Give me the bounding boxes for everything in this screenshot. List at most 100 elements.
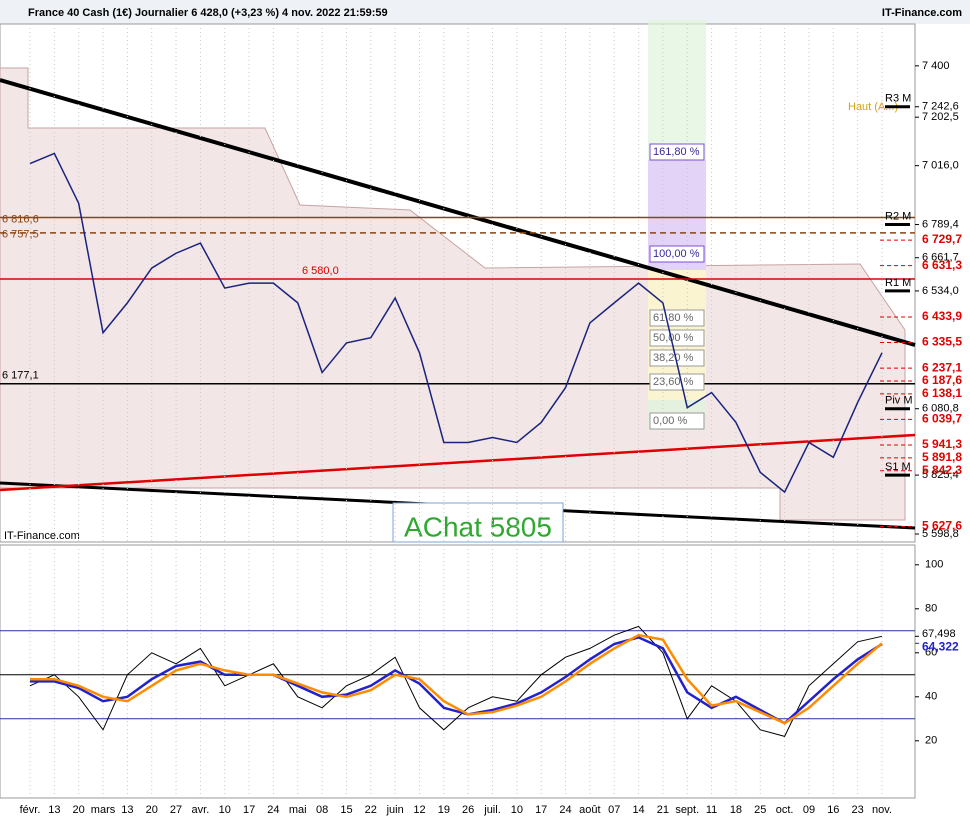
- x-tick-label: 23: [852, 804, 864, 816]
- x-tick-label: 14: [632, 804, 644, 816]
- x-tick-label: 08: [316, 804, 328, 816]
- level-label: 5 891,8: [922, 450, 962, 464]
- fib-label: 38,20 %: [653, 352, 694, 364]
- chart-title: France 40 Cash (1€) Journalier 6 428,0 (…: [28, 7, 388, 19]
- pivot-label: R1 M: [885, 277, 911, 289]
- fib-label: 0,00 %: [653, 415, 687, 427]
- y-tick-label: 40: [925, 691, 937, 703]
- fib-label: 100,00 %: [653, 248, 700, 260]
- x-tick-label: 07: [608, 804, 620, 816]
- level-label: 5 627,6: [922, 519, 962, 533]
- x-tick-label: 10: [511, 804, 523, 816]
- trend-line: [0, 433, 916, 492]
- y-tick-label: 80: [925, 603, 937, 615]
- y-tick-label: 5 825,4: [922, 469, 959, 481]
- x-tick-label: juil.: [483, 804, 501, 816]
- level-label: 6 237,1: [922, 360, 962, 374]
- x-tick-label: 13: [48, 804, 60, 816]
- y-tick-label: 6 661,7: [922, 252, 959, 264]
- annotation-box: [392, 502, 564, 543]
- y-tick-label: 60: [925, 647, 937, 659]
- pivot-label: R3 M: [885, 93, 911, 105]
- fib-label: 50,00 %: [653, 332, 694, 344]
- fib-box: [649, 309, 705, 327]
- x-tick-label: 17: [535, 804, 547, 816]
- h-line-label: 6 816,6: [2, 213, 39, 225]
- y-tick-label: 7 016,0: [922, 160, 959, 172]
- marker-label: 64,322: [922, 639, 959, 653]
- x-tick-label: 13: [121, 804, 133, 816]
- level-label: 6 138,1: [922, 386, 962, 400]
- title-bar: [0, 0, 970, 24]
- marker-label: 67,498: [922, 628, 956, 640]
- y-tick-label: 6 789,4: [922, 218, 959, 230]
- fib-box: [649, 412, 705, 430]
- level-label: 6 039,7: [922, 412, 962, 426]
- x-tick-label: mai: [289, 804, 307, 816]
- x-tick-label: août: [579, 804, 600, 816]
- x-tick-label: nov.: [872, 804, 892, 816]
- x-tick-label: juin: [386, 804, 404, 816]
- x-tick-label: 21: [657, 804, 669, 816]
- y-tick-label: 5 598,8: [922, 528, 959, 540]
- x-tick-label: 17: [243, 804, 255, 816]
- fib-label: 161,80 %: [653, 146, 700, 158]
- high-label: Haut (A...): [848, 101, 898, 113]
- watermark: IT-Finance.com: [4, 530, 80, 542]
- x-tick-label: 20: [73, 804, 85, 816]
- y-tick-label: 7 202,5: [922, 111, 959, 123]
- x-tick-label: oct.: [776, 804, 794, 816]
- x-tick-label: 16: [827, 804, 839, 816]
- level-label: 6 729,7: [922, 232, 962, 246]
- fib-box: [649, 329, 705, 347]
- x-tick-label: 22: [365, 804, 377, 816]
- y-tick-label: 6 080,8: [922, 403, 959, 415]
- rsi-line: [29, 625, 883, 737]
- fib-box: [649, 373, 705, 391]
- source: IT-Finance.com: [882, 7, 962, 19]
- x-tick-label: 12: [413, 804, 425, 816]
- rsi-panel: [0, 544, 916, 799]
- fib-box: [649, 143, 705, 161]
- y-tick-label: 6 534,0: [922, 285, 959, 297]
- y-tick-label: 20: [925, 735, 937, 747]
- level-label: 5 842,3: [922, 463, 962, 477]
- level-label: 6 433,9: [922, 309, 962, 323]
- x-tick-label: mars: [91, 804, 116, 816]
- h-line-label: 6 177,1: [2, 370, 39, 382]
- x-tick-label: 09: [803, 804, 815, 816]
- price-line: [29, 152, 883, 494]
- x-tick-label: 18: [730, 804, 742, 816]
- fib-label: 61,80 %: [653, 312, 694, 324]
- trend-line: [0, 78, 916, 347]
- x-tick-label: 11: [706, 804, 717, 816]
- level-label: 6 631,3: [922, 258, 962, 272]
- h-line-label: 6 580,0: [302, 265, 339, 277]
- annotation: AChat 5805: [404, 511, 552, 542]
- fib-label: 23,60 %: [653, 376, 694, 388]
- y-tick-label: 100: [925, 559, 943, 571]
- x-tick-label: 19: [438, 804, 450, 816]
- level-label: 6 335,5: [922, 335, 962, 349]
- rsi-line: [30, 633, 883, 725]
- x-tick-label: 20: [146, 804, 158, 816]
- x-tick-label: avr.: [192, 804, 210, 816]
- rsi-line: [30, 636, 883, 725]
- h-line-label: 6 757,5: [2, 229, 39, 241]
- level-label: 5 941,3: [922, 437, 962, 451]
- pivot-label: Piv M: [885, 395, 913, 407]
- x-tick-label: 15: [340, 804, 352, 816]
- level-label: 6 187,6: [922, 373, 962, 387]
- x-tick-label: 26: [462, 804, 474, 816]
- fib-box: [649, 245, 705, 263]
- x-tick-label: sept.: [675, 804, 699, 816]
- envelope: [0, 67, 906, 521]
- x-tick-label: 10: [219, 804, 231, 816]
- x-tick-label: 24: [267, 804, 279, 816]
- pivot-label: S1 M: [885, 461, 911, 473]
- x-tick-label: 27: [170, 804, 182, 816]
- x-tick-label: 25: [754, 804, 766, 816]
- y-tick-label: 7 400: [922, 60, 950, 72]
- y-tick-label: 7 242,6: [922, 101, 959, 113]
